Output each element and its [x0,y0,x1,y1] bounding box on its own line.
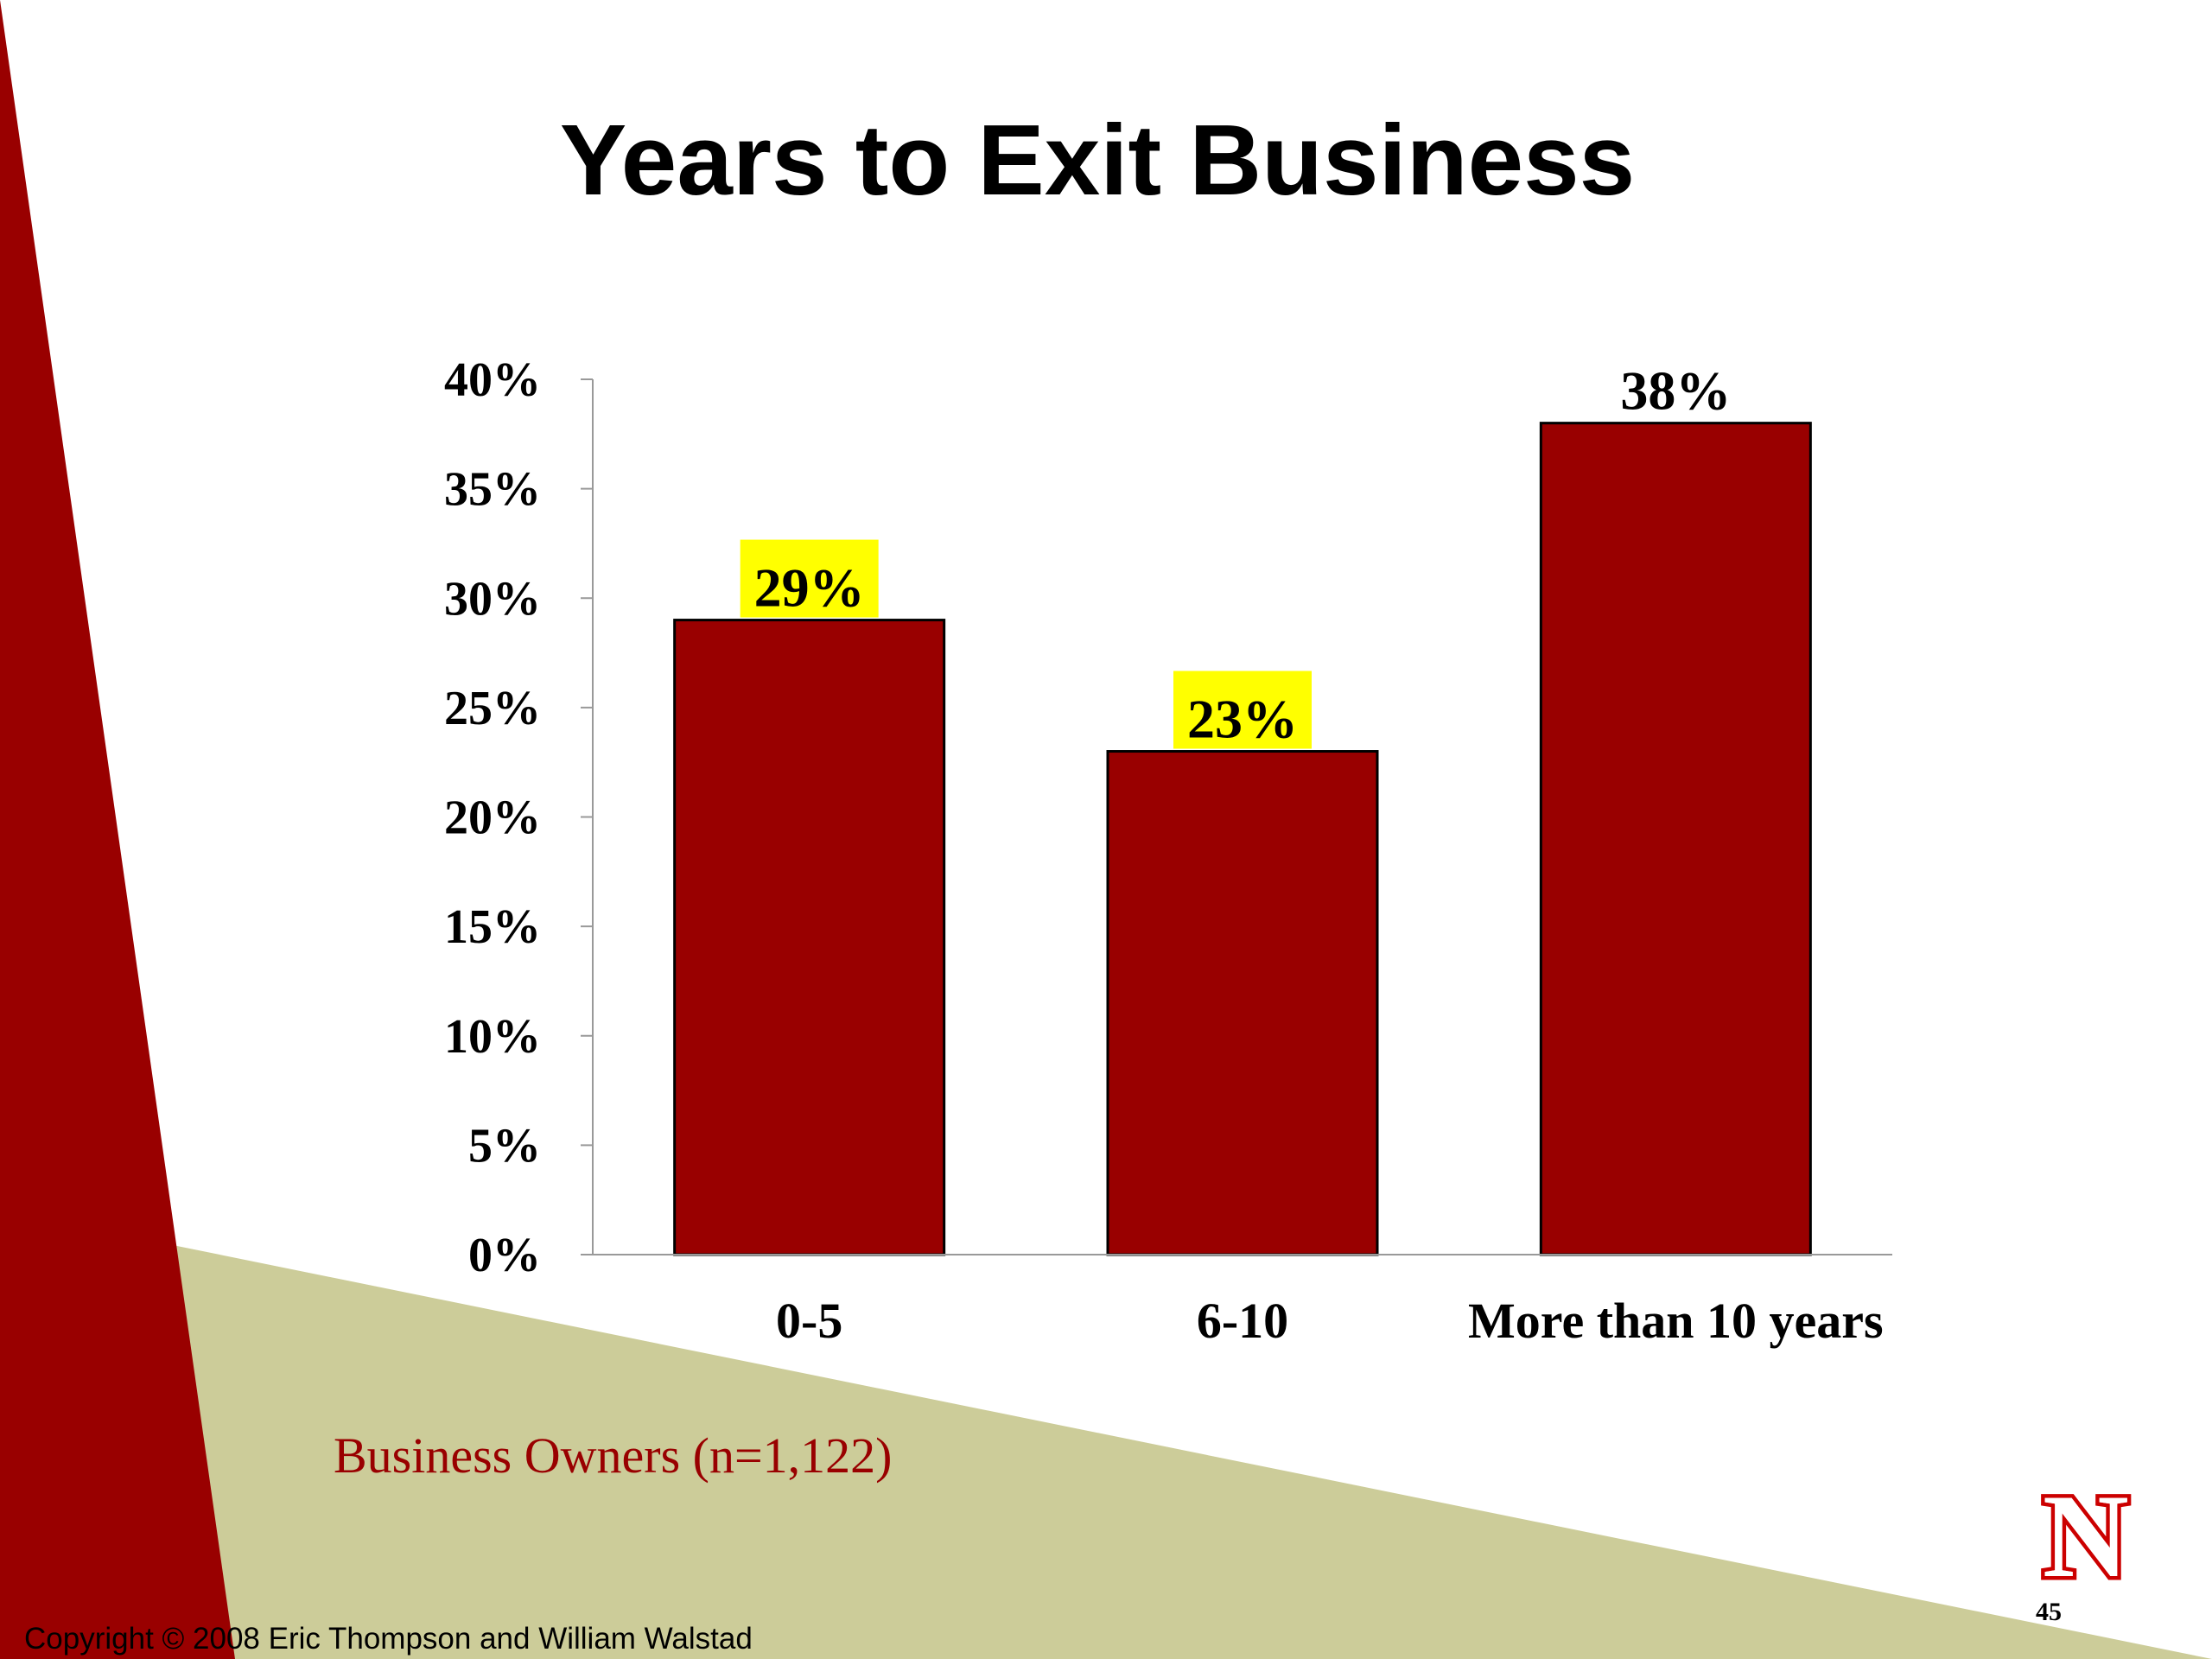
chart-title: Years to Exit Business [559,104,1636,216]
sample-label: Business Owners (n=1,122) [334,1427,893,1484]
bottom-decorative-band [168,1244,2212,1659]
bar [1106,750,1379,1256]
bar [673,619,946,1256]
left-decorative-band [0,0,235,1659]
y-tick-label: 15% [444,900,541,954]
y-tick-label: 20% [444,791,541,845]
bar [1539,422,1812,1256]
logo-letter-outline: N [2043,1470,2129,1602]
x-tick-label: 0-5 [776,1293,842,1349]
data-label-highlight [740,539,879,618]
logo-letter: N [2043,1470,2129,1602]
y-tick-label: 30% [444,572,541,626]
data-label: 29% [754,557,865,619]
y-tick-label: 35% [444,463,541,517]
x-tick-label: 6-10 [1197,1293,1288,1349]
y-tick-label: 10% [444,1010,541,1064]
slide-number: 45 [2036,1598,2062,1626]
copyright-notice: Copyright © 2008 Eric Thompson and Willi… [24,1622,753,1656]
y-tick-label: 5% [468,1119,541,1173]
bar-chart: 0% 5% 10% 15% 20% 25% 30% 35% 40% 29% 0-5 23% 6-10 38… [444,353,1892,1349]
y-tick-label: 25% [444,682,541,735]
data-label: 23% [1187,689,1298,750]
data-label: 38% [1620,360,1731,422]
y-tick-label: 40% [444,353,541,407]
data-label-highlight [1173,671,1312,749]
y-tick-label: 0% [468,1229,541,1282]
nebraska-logo: N N [2039,1466,2133,1606]
x-tick-label: More than 10 years [1468,1293,1884,1349]
